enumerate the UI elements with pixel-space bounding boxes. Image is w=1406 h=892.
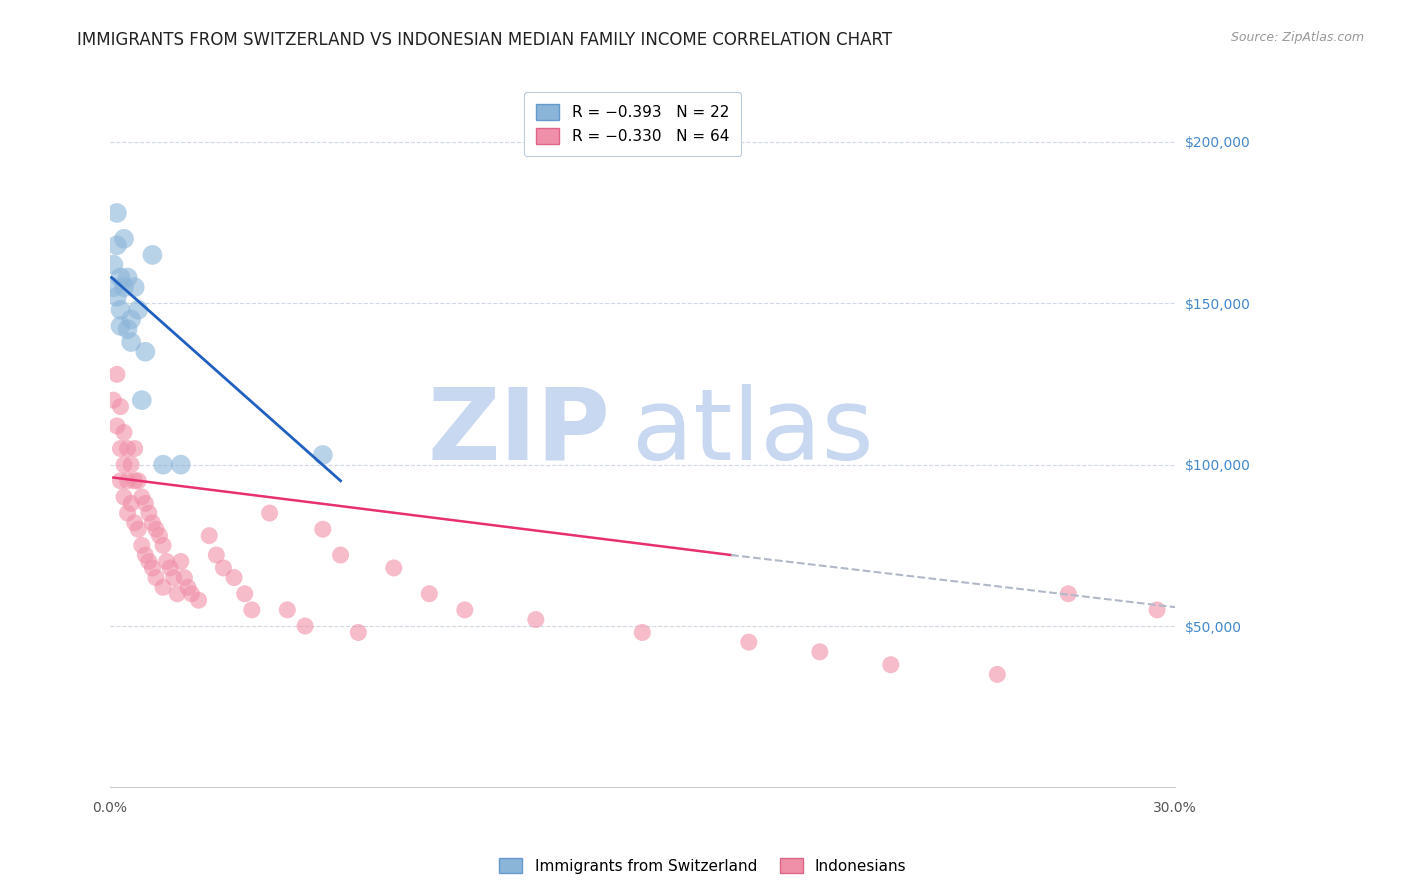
- Point: [120, 458, 142, 472]
- Point: [105, 368, 128, 382]
- Point: [120, 312, 142, 326]
- Point: [222, 571, 245, 585]
- Point: [148, 529, 170, 543]
- Point: [134, 344, 156, 359]
- Point: [187, 593, 209, 607]
- Point: [105, 206, 128, 220]
- Point: [105, 290, 128, 304]
- Point: [120, 334, 142, 349]
- Point: [124, 442, 146, 456]
- Point: [152, 580, 174, 594]
- Point: [134, 496, 156, 510]
- Point: [205, 548, 228, 562]
- Point: [110, 400, 132, 414]
- Point: [131, 490, 153, 504]
- Point: [110, 442, 132, 456]
- Point: [145, 522, 167, 536]
- Point: [131, 538, 153, 552]
- Point: [124, 280, 146, 294]
- Point: [212, 561, 235, 575]
- Legend: R = −0.393   N = 22, R = −0.330   N = 64: R = −0.393 N = 22, R = −0.330 N = 64: [524, 92, 741, 156]
- Point: [1057, 587, 1080, 601]
- Point: [117, 270, 139, 285]
- Point: [124, 516, 146, 530]
- Point: [808, 645, 831, 659]
- Point: [117, 442, 139, 456]
- Point: [138, 554, 160, 568]
- Point: [145, 571, 167, 585]
- Point: [173, 571, 195, 585]
- Point: [166, 587, 188, 601]
- Point: [880, 657, 903, 672]
- Point: [312, 448, 335, 462]
- Point: [141, 248, 163, 262]
- Point: [312, 522, 335, 536]
- Point: [105, 238, 128, 252]
- Point: [117, 506, 139, 520]
- Point: [294, 619, 316, 633]
- Point: [156, 554, 179, 568]
- Text: Source: ZipAtlas.com: Source: ZipAtlas.com: [1230, 31, 1364, 45]
- Point: [152, 538, 174, 552]
- Point: [170, 554, 193, 568]
- Point: [112, 458, 135, 472]
- Point: [105, 419, 128, 434]
- Text: atlas: atlas: [631, 384, 873, 481]
- Point: [103, 258, 125, 272]
- Point: [418, 587, 440, 601]
- Point: [163, 571, 186, 585]
- Point: [233, 587, 256, 601]
- Point: [120, 496, 142, 510]
- Point: [103, 393, 125, 408]
- Point: [110, 318, 132, 333]
- Point: [240, 603, 263, 617]
- Point: [986, 667, 1008, 681]
- Point: [117, 474, 139, 488]
- Point: [112, 232, 135, 246]
- Point: [141, 516, 163, 530]
- Point: [127, 474, 149, 488]
- Text: IMMIGRANTS FROM SWITZERLAND VS INDONESIAN MEDIAN FAMILY INCOME CORRELATION CHART: IMMIGRANTS FROM SWITZERLAND VS INDONESIA…: [77, 31, 893, 49]
- Point: [738, 635, 761, 649]
- Legend: Immigrants from Switzerland, Indonesians: Immigrants from Switzerland, Indonesians: [494, 852, 912, 880]
- Point: [110, 474, 132, 488]
- Text: ZIP: ZIP: [427, 384, 610, 481]
- Point: [138, 506, 160, 520]
- Point: [103, 280, 125, 294]
- Point: [524, 613, 547, 627]
- Point: [117, 322, 139, 336]
- Point: [124, 474, 146, 488]
- Point: [134, 548, 156, 562]
- Point: [180, 587, 202, 601]
- Point: [112, 425, 135, 440]
- Point: [131, 393, 153, 408]
- Point: [152, 458, 174, 472]
- Point: [112, 490, 135, 504]
- Point: [159, 561, 181, 575]
- Point: [177, 580, 200, 594]
- Point: [141, 561, 163, 575]
- Point: [110, 302, 132, 317]
- Point: [382, 561, 405, 575]
- Point: [329, 548, 352, 562]
- Point: [259, 506, 281, 520]
- Point: [112, 280, 135, 294]
- Point: [127, 522, 149, 536]
- Point: [347, 625, 370, 640]
- Point: [454, 603, 477, 617]
- Point: [276, 603, 298, 617]
- Point: [1146, 603, 1168, 617]
- Point: [110, 270, 132, 285]
- Point: [170, 458, 193, 472]
- Point: [631, 625, 654, 640]
- Point: [198, 529, 221, 543]
- Point: [127, 302, 149, 317]
